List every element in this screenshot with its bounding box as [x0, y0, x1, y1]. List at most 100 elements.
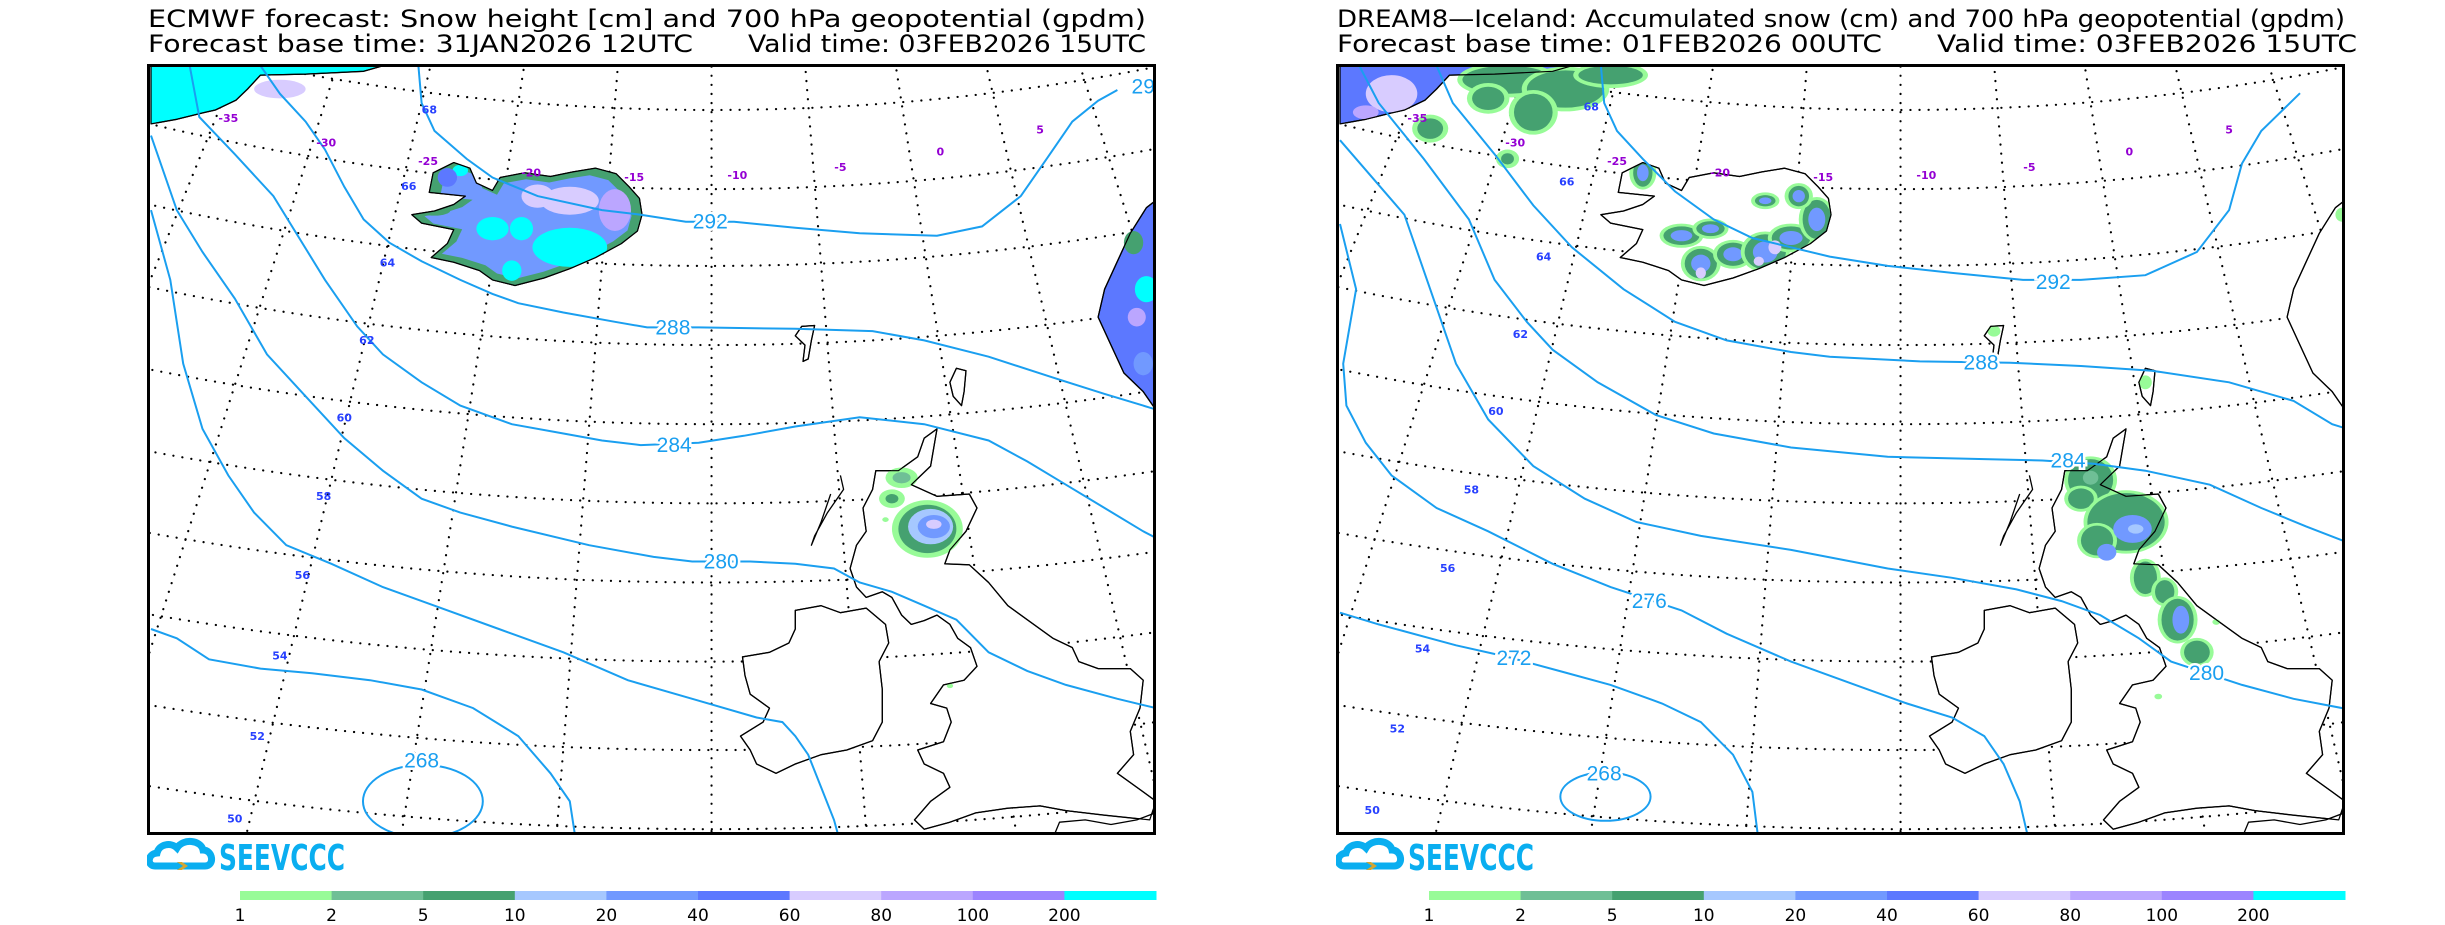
snow-area — [2172, 605, 2190, 634]
snow-area — [2184, 640, 2210, 664]
snow-area — [1578, 67, 1643, 85]
meridian-line — [245, 67, 432, 832]
snow-area — [1808, 207, 1826, 232]
latitude-label: 50 — [227, 813, 243, 826]
parallel-line — [150, 368, 1153, 425]
geopotential-contours — [150, 67, 1153, 832]
snow-area — [2335, 207, 2342, 222]
parallel-line — [1339, 784, 2342, 830]
seevccc-logo: SEEVCCC — [147, 838, 345, 876]
snow-area — [2127, 524, 2144, 534]
latitude-label: 62 — [359, 334, 374, 347]
colorbar-tick-label: 1 — [235, 906, 246, 925]
ecmwf-base-time: Forecast base time: 31JAN2026 12UTC — [148, 30, 693, 58]
latitude-label: 58 — [316, 490, 331, 503]
ireland-coast — [739, 605, 890, 774]
snow-area — [1759, 197, 1772, 205]
snow-area — [1123, 231, 1144, 255]
dream8-title-block: DREAM8—Iceland: Accumulated snow (cm) an… — [1337, 5, 2357, 58]
colorbar-tick-label: 100 — [2146, 906, 2178, 925]
meridian-line — [150, 67, 338, 655]
colorbar-segment — [1978, 891, 2071, 900]
coast-outline — [794, 324, 816, 362]
colorbar-tick-label: 200 — [1048, 906, 1080, 925]
snow-area — [1513, 93, 1553, 131]
snow-area — [254, 79, 306, 99]
longitude-label: -20 — [521, 166, 541, 179]
contour-label: 272 — [1496, 647, 1531, 670]
contour-line — [150, 209, 839, 832]
snow-area — [1779, 231, 1803, 245]
parallel-line — [1451, 67, 2342, 111]
snow-area — [2138, 375, 2152, 390]
longitude-label: 5 — [1036, 124, 1044, 137]
longitude-label: -15 — [1813, 171, 1833, 184]
colorbar-tick-label: 60 — [779, 906, 801, 925]
colorbar-tick-label: 40 — [1876, 906, 1898, 925]
logo-text: SEEVCCC — [219, 838, 345, 876]
colorbar-tick-label: 5 — [418, 906, 429, 925]
colorbar-tick-label: 40 — [687, 906, 709, 925]
ireland-coast — [1928, 605, 2079, 774]
snow-area — [1472, 86, 1505, 110]
colorbar-tick-label: 10 — [1693, 906, 1715, 925]
contour-label: 284 — [2051, 450, 2086, 473]
snow-area — [892, 472, 911, 484]
longitude-label: -15 — [624, 171, 644, 184]
contour-line — [1339, 223, 2028, 832]
cloud-logo-icon — [1336, 838, 1404, 870]
snow-area — [882, 517, 889, 522]
snow-layer — [1352, 67, 2342, 700]
snow-area — [946, 683, 954, 689]
contour-label: 284 — [657, 434, 692, 457]
colorbar-segment — [1429, 891, 1522, 900]
contour-line — [150, 628, 576, 832]
snow-area — [1637, 164, 1649, 182]
coast-outline — [2038, 428, 2342, 830]
parallel-line — [150, 531, 1153, 584]
longitude-label: -25 — [418, 155, 438, 168]
colorbar-tick-label: 60 — [1968, 906, 1990, 925]
latitude-label: 52 — [250, 730, 265, 743]
coast-outline — [949, 367, 967, 407]
meridian-line — [2174, 67, 2342, 783]
snow-area — [437, 168, 458, 187]
logo-text: SEEVCCC — [1408, 838, 1534, 876]
longitude-label: -35 — [1407, 112, 1427, 125]
colorbar-tick-label: 80 — [870, 906, 892, 925]
contour-line — [1339, 611, 1759, 832]
latitude-label: 54 — [272, 650, 288, 663]
coast-outlines — [1345, 67, 2342, 830]
longitude-label: -5 — [834, 161, 846, 174]
snow-area — [1723, 247, 1743, 262]
dream8-valid-time: Valid time: 03FEB2026 15UTC — [1937, 30, 2357, 58]
colorbar-segment — [2070, 891, 2163, 900]
colorbar-segment — [331, 891, 424, 900]
contour-label: 292 — [693, 211, 728, 234]
ecmwf-valid-time: Valid time: 03FEB2026 15UTC — [748, 30, 1146, 58]
contour-line — [1559, 771, 1652, 822]
contour-label: 29 — [1132, 76, 1155, 99]
coast-outline — [739, 605, 890, 774]
contour-line — [361, 763, 484, 832]
colorbar-tick-label: 200 — [2237, 906, 2269, 925]
snow-area — [509, 217, 534, 241]
seevccc-logo: SEEVCCC — [1336, 838, 1534, 876]
snow-area — [1134, 276, 1153, 303]
parallel-line — [150, 784, 1153, 830]
contour-label: 288 — [1964, 352, 1999, 375]
norway-coast — [1097, 201, 1153, 407]
latitude-label: 62 — [1513, 328, 1528, 341]
snow-area — [1670, 230, 1693, 242]
latitude-label: 50 — [1365, 804, 1381, 817]
meridian-line — [1434, 67, 1621, 832]
dream8-panel: DREAM8—Iceland: Accumulated snow (cm) an… — [1336, 0, 2445, 925]
iceland-snow — [411, 162, 642, 286]
snow-area — [1695, 267, 1706, 279]
graticule — [150, 67, 1153, 832]
latitude-label: 52 — [1390, 723, 1405, 736]
snow-area — [1753, 256, 1764, 266]
ecmwf-title-block: ECMWF forecast: Snow height [cm] and 700… — [148, 5, 1146, 58]
snow-area — [2155, 580, 2175, 604]
longitude-label: 0 — [2125, 145, 2133, 158]
